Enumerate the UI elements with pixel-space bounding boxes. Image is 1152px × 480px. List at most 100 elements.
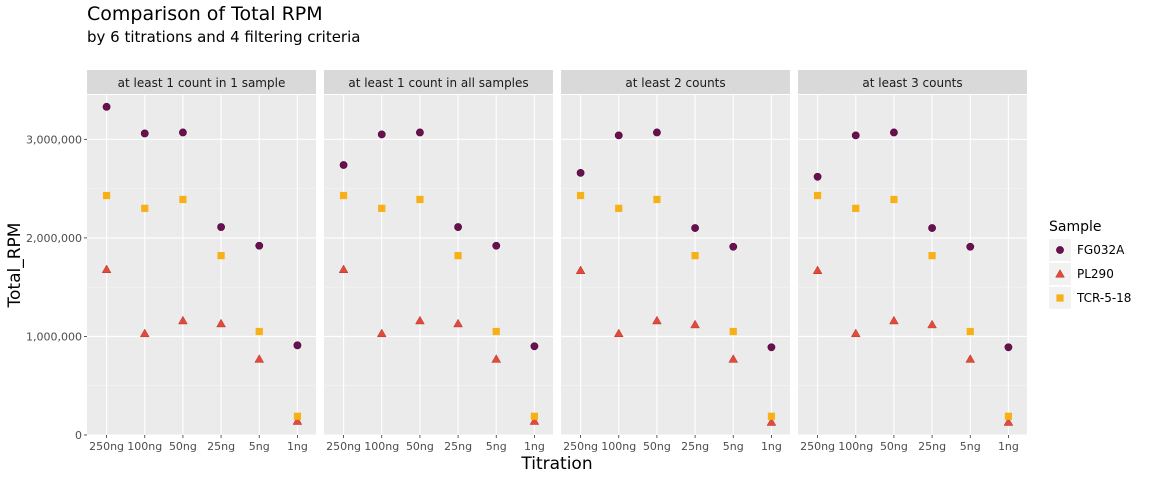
data-point-pl290 [1003,417,1014,426]
data-point-pl290 [652,315,662,325]
x-tick-label: 1ng [524,440,545,453]
data-point-tcr-5-18 [767,412,776,420]
facet-strip-label: at least 3 counts [862,76,962,90]
panel-background [561,95,790,435]
data-point-fg032a [492,241,501,250]
x-tick-label: 5ng [960,440,981,453]
panel-background [324,95,553,435]
data-point-tcr-5-18 [416,195,424,204]
facet-strip [324,70,553,94]
x-tick-label: 1ng [287,440,308,453]
data-point-fg032a [851,131,860,140]
data-point-fg032a [416,128,424,137]
data-point-fg032a [217,223,225,231]
facet-strip [798,70,1027,94]
x-tick-label: 250ng [800,440,835,453]
data-point-fg032a [255,241,264,250]
data-point-tcr-5-18 [492,327,500,336]
facet-strip [561,70,790,94]
data-point-tcr-5-18 [653,195,661,204]
data-point-pl290 [254,354,265,363]
data-point-fg032a [530,342,539,351]
data-point-fg032a [767,343,776,352]
data-point-fg032a [339,161,348,169]
data-point-fg032a [691,224,699,232]
facet-strip [87,70,316,94]
legend-title: Sample [1049,219,1102,235]
data-point-fg032a [813,172,822,181]
data-point-pl290 [139,328,150,338]
legend-key-fg032a [1056,246,1064,254]
facet-strip-label: at least 1 count in all samples [348,76,528,90]
data-point-fg032a [293,341,302,350]
facet-strip-label: at least 1 count in 1 sample [118,76,286,90]
x-tick-label: 100ng [364,440,399,453]
y-tick-label: 2,000,000 [26,232,82,245]
data-point-tcr-5-18 [255,327,263,336]
x-axis-title: Titration [520,454,592,474]
data-point-fg032a [614,131,623,140]
y-tick-label: 0 [75,429,82,442]
x-tick-label: 50ng [169,440,197,453]
x-tick-label: 250ng [563,440,598,453]
panel-background [87,95,316,435]
data-point-pl290 [889,315,899,325]
chart-subtitle: by 6 titrations and 4 filtering criteria [87,28,361,46]
data-point-tcr-5-18 [966,327,974,336]
facet-strip-label: at least 2 counts [625,76,725,90]
panel-background [798,95,1027,435]
data-point-pl290 [728,354,739,363]
x-tick-label: 5ng [486,440,507,453]
data-point-tcr-5-18 [141,204,149,212]
data-point-pl290 [453,318,463,328]
data-point-fg032a [454,223,462,231]
data-point-fg032a [179,128,187,137]
chart-title: Comparison of Total RPM [87,3,323,25]
data-point-pl290 [178,315,188,325]
data-point-tcr-5-18 [454,252,462,260]
data-point-pl290 [529,416,540,425]
x-tick-label: 5ng [723,440,744,453]
legend-key-tcr-5-18 [1056,294,1064,302]
x-tick-label: 250ng [89,440,124,453]
data-point-pl290 [965,354,976,363]
data-point-pl290 [491,354,502,363]
data-point-pl290 [376,328,387,338]
data-point-pl290 [812,265,823,274]
data-point-pl290 [766,417,777,426]
x-tick-label: 100ng [601,440,636,453]
data-point-tcr-5-18 [1004,412,1013,420]
data-point-pl290 [575,265,586,274]
data-point-tcr-5-18 [293,412,302,420]
x-tick-label: 50ng [880,440,908,453]
data-point-fg032a [1004,343,1013,352]
x-tick-label: 5ng [249,440,270,453]
data-point-tcr-5-18 [615,204,623,212]
y-tick-label: 1,000,000 [26,330,82,343]
data-point-tcr-5-18 [890,195,898,204]
legend-label: FG032A [1077,243,1125,257]
legend-key-pl290 [1055,269,1065,278]
data-point-tcr-5-18 [852,204,860,212]
data-point-fg032a [653,128,661,137]
data-point-pl290 [101,264,112,273]
data-point-pl290 [850,328,861,338]
x-tick-label: 25ng [918,440,946,453]
x-tick-label: 25ng [207,440,235,453]
data-point-tcr-5-18 [217,252,225,260]
x-tick-label: 25ng [444,440,472,453]
data-point-tcr-5-18 [179,195,187,204]
legend-label: PL290 [1077,267,1114,281]
data-point-tcr-5-18 [102,191,111,200]
x-tick-label: 1ng [761,440,782,453]
y-axis-title: Total_RPM [5,223,25,309]
data-point-pl290 [292,416,303,425]
data-point-tcr-5-18 [339,191,348,200]
x-tick-label: 250ng [326,440,361,453]
data-point-fg032a [576,168,585,177]
y-tick-label: 3,000,000 [26,133,82,146]
data-point-fg032a [966,242,975,251]
x-tick-label: 50ng [643,440,671,453]
data-point-fg032a [890,128,898,137]
